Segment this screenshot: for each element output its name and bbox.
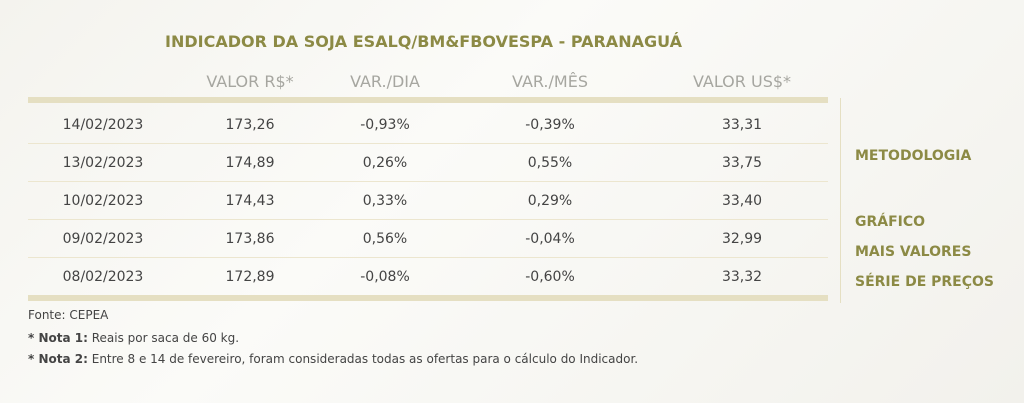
table-cell: 0,26% xyxy=(362,155,408,171)
table-cell: 172,89 xyxy=(225,269,275,285)
table-cell: -0,93% xyxy=(360,117,410,133)
table-bottom-bar xyxy=(28,295,828,301)
column-header: VALOR R$* xyxy=(206,72,294,91)
note-text: Reais por saca de 60 kg. xyxy=(91,331,240,345)
row-separator xyxy=(28,181,828,182)
table-cell: 33,31 xyxy=(721,117,763,133)
side-link[interactable]: SÉRIE DE PREÇOS xyxy=(855,274,994,290)
row-separator xyxy=(28,143,828,144)
table-cell: 33,32 xyxy=(721,269,763,285)
row-separator xyxy=(28,219,828,220)
table-cell: 174,43 xyxy=(225,193,275,209)
table-cell: 32,99 xyxy=(721,231,763,247)
table-cell: 0,55% xyxy=(527,155,573,171)
table-cell: 173,26 xyxy=(225,117,275,133)
table-cell: -0,08% xyxy=(360,269,410,285)
table-cell: 174,89 xyxy=(225,155,275,171)
table-cell: 173,86 xyxy=(225,231,275,247)
divider xyxy=(840,98,841,303)
side-link[interactable]: GRÁFICO xyxy=(855,214,926,230)
table-cell: -0,39% xyxy=(525,117,575,133)
note: * Nota 2: Entre 8 e 14 de fevereiro, for… xyxy=(28,352,638,366)
note-text: Entre 8 e 14 de fevereiro, foram conside… xyxy=(91,352,639,366)
column-header: VALOR US$* xyxy=(692,72,792,91)
table-cell: 0,29% xyxy=(527,193,573,209)
table-cell: 0,56% xyxy=(362,231,408,247)
note-label: * Nota 2: xyxy=(28,352,88,366)
table-cell: 33,40 xyxy=(721,193,763,209)
row-separator xyxy=(28,257,828,258)
table-cell: 13/02/2023 xyxy=(62,155,144,171)
column-header: VAR./MÊS xyxy=(512,72,588,91)
table-cell: 33,75 xyxy=(721,155,763,171)
table-cell: 10/02/2023 xyxy=(62,193,144,209)
title: INDICADOR DA SOJA ESALQ/BM&FBOVESPA - PA… xyxy=(165,32,682,51)
table-cell: 14/02/2023 xyxy=(62,117,144,133)
side-link[interactable]: MAIS VALORES xyxy=(855,244,972,260)
table-cell: -0,04% xyxy=(525,231,575,247)
table-cell: 0,33% xyxy=(362,193,408,209)
note-label: * Nota 1: xyxy=(28,331,88,345)
side-link[interactable]: METODOLOGIA xyxy=(855,148,972,164)
note: * Nota 1: Reais por saca de 60 kg. xyxy=(28,331,239,345)
source: Fonte: CEPEA xyxy=(28,308,109,322)
table-top-bar xyxy=(28,97,828,103)
column-header: VAR./DIA xyxy=(350,72,420,91)
table-cell: 08/02/2023 xyxy=(62,269,144,285)
table-cell: 09/02/2023 xyxy=(62,231,144,247)
table-cell: -0,60% xyxy=(525,269,575,285)
